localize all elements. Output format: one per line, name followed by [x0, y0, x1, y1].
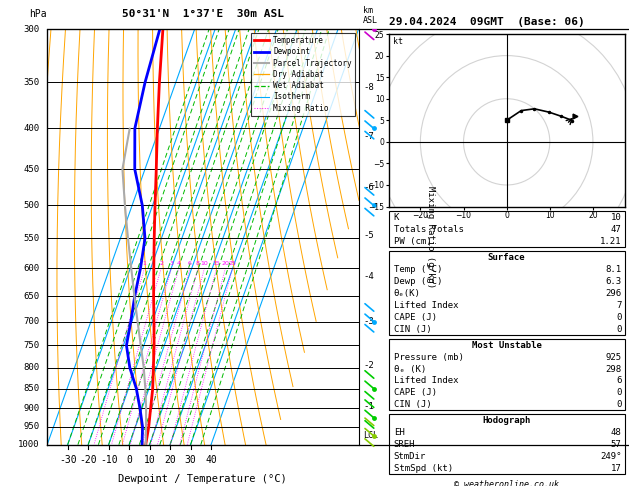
- Text: LCL: LCL: [363, 432, 378, 440]
- Text: 298: 298: [605, 364, 621, 374]
- Text: 800: 800: [23, 363, 40, 372]
- Text: 925: 925: [605, 353, 621, 362]
- Text: StmDir: StmDir: [394, 452, 426, 461]
- Text: 296: 296: [605, 289, 621, 298]
- Text: 47: 47: [611, 226, 621, 234]
- Text: -4: -4: [363, 273, 374, 281]
- Text: 2: 2: [159, 261, 163, 266]
- Text: EH: EH: [394, 428, 404, 437]
- Text: 7: 7: [616, 301, 621, 310]
- Text: 950: 950: [23, 422, 40, 432]
- Text: Lifted Index: Lifted Index: [394, 301, 459, 310]
- Text: 0: 0: [616, 400, 621, 409]
- Text: 29.04.2024  09GMT  (Base: 06): 29.04.2024 09GMT (Base: 06): [389, 17, 584, 27]
- Text: 0: 0: [616, 325, 621, 334]
- Text: km
ASL: km ASL: [363, 6, 378, 25]
- Text: 25: 25: [228, 261, 237, 266]
- Text: -3: -3: [363, 317, 374, 326]
- Text: -10: -10: [100, 455, 118, 465]
- Text: 48: 48: [611, 428, 621, 437]
- Text: 750: 750: [23, 341, 40, 350]
- Text: Temp (°C): Temp (°C): [394, 265, 442, 274]
- Text: CIN (J): CIN (J): [394, 325, 431, 334]
- Text: -6: -6: [363, 183, 374, 192]
- Text: 600: 600: [23, 264, 40, 273]
- Text: 30: 30: [185, 455, 196, 465]
- Text: 650: 650: [23, 292, 40, 300]
- Text: 550: 550: [23, 234, 40, 243]
- Text: 8: 8: [196, 261, 200, 266]
- Text: Mixing Ratio (g/kg): Mixing Ratio (g/kg): [426, 186, 435, 288]
- Text: 1000: 1000: [18, 440, 40, 449]
- Text: 700: 700: [23, 317, 40, 326]
- Text: -20: -20: [79, 455, 97, 465]
- Text: 20: 20: [221, 261, 230, 266]
- Text: 57: 57: [611, 440, 621, 449]
- Text: 0: 0: [616, 388, 621, 398]
- Text: Surface: Surface: [488, 253, 525, 262]
- Text: Pressure (mb): Pressure (mb): [394, 353, 464, 362]
- Text: © weatheronline.co.uk: © weatheronline.co.uk: [454, 480, 559, 486]
- Text: Totals Totals: Totals Totals: [394, 226, 464, 234]
- Text: CAPE (J): CAPE (J): [394, 313, 437, 322]
- Text: θₑ(K): θₑ(K): [394, 289, 421, 298]
- Text: 6.3: 6.3: [605, 277, 621, 286]
- Text: kt: kt: [394, 37, 403, 47]
- Text: K: K: [394, 213, 399, 223]
- Text: 450: 450: [23, 165, 40, 174]
- Text: -2: -2: [363, 361, 374, 370]
- Text: 15: 15: [213, 261, 220, 266]
- Text: -30: -30: [59, 455, 77, 465]
- Text: 3: 3: [169, 261, 174, 266]
- Text: CAPE (J): CAPE (J): [394, 388, 437, 398]
- Text: Most Unstable: Most Unstable: [472, 341, 542, 349]
- Text: PW (cm): PW (cm): [394, 237, 431, 246]
- Text: 6: 6: [616, 377, 621, 385]
- Text: Lifted Index: Lifted Index: [394, 377, 459, 385]
- Text: hPa: hPa: [29, 9, 47, 19]
- Text: 900: 900: [23, 404, 40, 413]
- Legend: Temperature, Dewpoint, Parcel Trajectory, Dry Adiabat, Wet Adiabat, Isotherm, Mi: Temperature, Dewpoint, Parcel Trajectory…: [251, 33, 355, 116]
- Text: 249°: 249°: [600, 452, 621, 461]
- Text: 850: 850: [23, 384, 40, 393]
- Text: θₑ (K): θₑ (K): [394, 364, 426, 374]
- Text: 1: 1: [143, 261, 147, 266]
- Text: -5: -5: [363, 231, 374, 240]
- Text: Dewpoint / Temperature (°C): Dewpoint / Temperature (°C): [118, 474, 287, 484]
- Text: 50°31'N  1°37'E  30m ASL: 50°31'N 1°37'E 30m ASL: [122, 9, 284, 19]
- Text: 20: 20: [164, 455, 176, 465]
- Text: Dewp (°C): Dewp (°C): [394, 277, 442, 286]
- Text: 500: 500: [23, 201, 40, 210]
- Text: 8.1: 8.1: [605, 265, 621, 274]
- Text: -7: -7: [363, 133, 374, 141]
- Text: 10: 10: [611, 213, 621, 223]
- Text: -1: -1: [363, 402, 374, 411]
- Text: 300: 300: [23, 25, 40, 34]
- Text: 0: 0: [126, 455, 132, 465]
- Text: 40: 40: [205, 455, 217, 465]
- Text: 6: 6: [188, 261, 192, 266]
- Text: -8: -8: [363, 83, 374, 92]
- Text: SREH: SREH: [394, 440, 415, 449]
- Text: 1.21: 1.21: [600, 237, 621, 246]
- Text: 0: 0: [616, 313, 621, 322]
- Text: 17: 17: [611, 464, 621, 473]
- Text: 10: 10: [201, 261, 208, 266]
- Text: 4: 4: [177, 261, 181, 266]
- Text: Hodograph: Hodograph: [482, 416, 531, 425]
- Text: 350: 350: [23, 78, 40, 87]
- Text: 400: 400: [23, 124, 40, 133]
- Text: 10: 10: [143, 455, 155, 465]
- Text: StmSpd (kt): StmSpd (kt): [394, 464, 453, 473]
- Text: CIN (J): CIN (J): [394, 400, 431, 409]
